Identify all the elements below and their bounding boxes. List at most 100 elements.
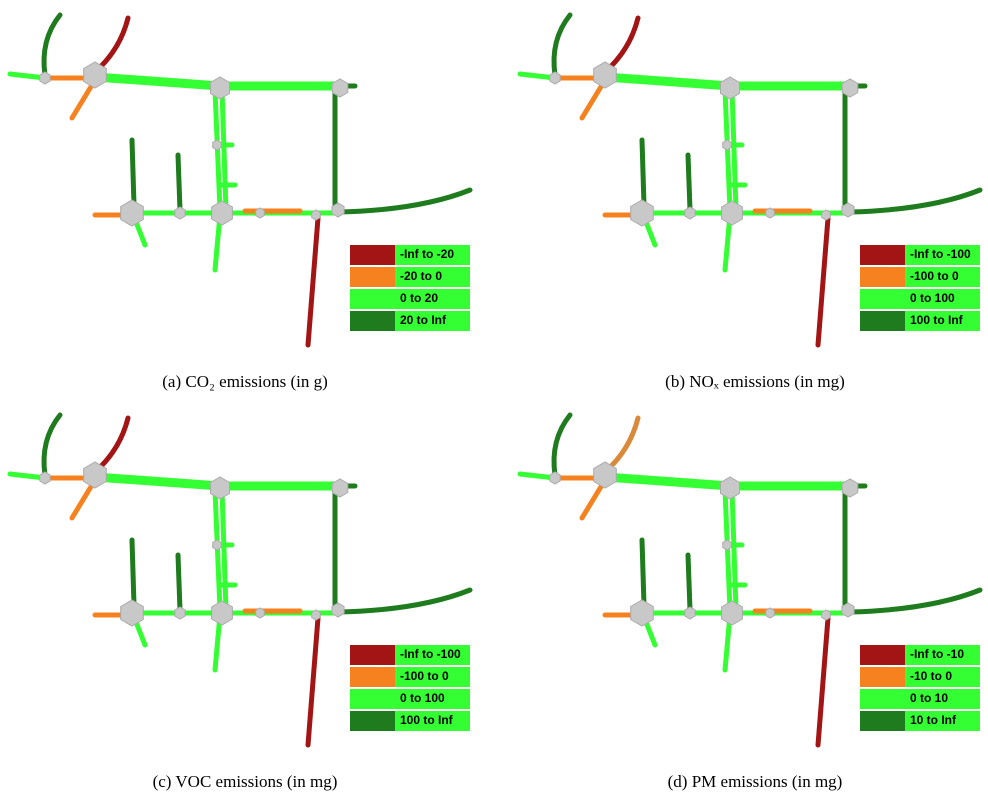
legend-swatch <box>860 711 905 731</box>
road <box>517 471 558 481</box>
junction <box>821 609 831 621</box>
road <box>133 619 148 648</box>
legend-swatch <box>860 667 905 687</box>
junction <box>39 471 51 485</box>
road <box>92 15 131 75</box>
junction <box>841 478 859 498</box>
road <box>729 487 739 613</box>
legend-label: -Inf to -20 <box>400 247 454 261</box>
road <box>579 82 605 121</box>
road <box>133 219 148 248</box>
road <box>175 552 183 613</box>
junction <box>821 209 831 221</box>
road <box>41 12 63 78</box>
junction <box>684 606 696 620</box>
road <box>92 476 223 491</box>
road <box>639 137 647 208</box>
legend-swatch <box>350 711 395 731</box>
legend-box <box>905 267 980 287</box>
legend-label: 0 to 100 <box>910 291 955 305</box>
legend-swatch <box>350 245 395 265</box>
legend-label: 0 to 10 <box>910 691 948 705</box>
legend-box <box>905 289 980 309</box>
junction <box>120 599 144 627</box>
road <box>92 72 223 87</box>
junction <box>211 200 233 226</box>
road <box>551 12 573 78</box>
road <box>602 76 733 91</box>
legend-box <box>395 311 470 331</box>
legend-label: 100 to Inf <box>910 313 964 327</box>
junction <box>331 78 349 98</box>
legend-box <box>395 245 470 265</box>
junction <box>210 76 230 100</box>
road <box>729 87 739 213</box>
legend-label: 10 to Inf <box>910 713 957 727</box>
junction <box>174 606 186 620</box>
legend-swatch <box>350 689 395 709</box>
road <box>602 472 733 487</box>
panel: -Inf to -100 -100 to 0 0 to 100 100 to Inf (… <box>7 412 473 791</box>
junction <box>841 78 859 98</box>
legend-swatch <box>860 267 905 287</box>
panel: -Inf to -100 -100 to 0 0 to 100 100 to Inf (… <box>517 12 983 391</box>
road <box>685 152 693 213</box>
legend-box <box>395 289 470 309</box>
junction <box>630 599 654 627</box>
road <box>815 215 831 348</box>
road <box>602 72 733 87</box>
legend-swatch <box>350 311 395 331</box>
junction <box>255 607 265 619</box>
junction <box>212 539 222 551</box>
junction <box>255 207 265 219</box>
road <box>219 87 229 213</box>
legend-box <box>905 711 980 731</box>
road <box>7 471 48 481</box>
road <box>305 215 321 348</box>
road <box>643 619 658 648</box>
road <box>129 137 137 208</box>
junction <box>549 71 561 85</box>
legend-box <box>905 689 980 709</box>
junction <box>83 461 107 489</box>
legend-label: -100 to 0 <box>400 669 449 683</box>
road <box>212 612 223 673</box>
legend-swatch <box>860 689 905 709</box>
junction <box>210 476 230 500</box>
legend-swatch <box>860 645 905 665</box>
legend-label: 0 to 20 <box>400 291 438 305</box>
junction <box>39 71 51 85</box>
road <box>92 472 223 487</box>
road <box>579 482 605 521</box>
junction <box>331 202 345 218</box>
junction <box>722 139 732 151</box>
junction <box>174 206 186 220</box>
legend-box <box>395 645 470 665</box>
road <box>212 212 223 273</box>
junction <box>120 199 144 227</box>
legend-box <box>905 667 980 687</box>
road <box>847 587 983 615</box>
legend-box <box>905 311 980 331</box>
legend-label: 100 to Inf <box>400 713 454 727</box>
legend-box <box>905 645 980 665</box>
legend-label: -20 to 0 <box>400 269 442 283</box>
legend-label: -Inf to -100 <box>400 647 461 661</box>
legend-label: -Inf to -100 <box>910 247 971 261</box>
junction <box>331 602 345 618</box>
legend-label: -100 to 0 <box>910 269 959 283</box>
caption: (a) CO₂ emissions (in g) <box>162 372 328 391</box>
caption: (c) VOC emissions (in mg) <box>153 772 338 791</box>
junction <box>722 539 732 551</box>
legend-swatch <box>350 267 395 287</box>
road <box>685 552 693 613</box>
legend-box <box>395 667 470 687</box>
junction <box>721 600 743 626</box>
road <box>305 615 321 748</box>
road <box>602 15 641 75</box>
legend-swatch <box>860 311 905 331</box>
road <box>602 476 733 491</box>
road <box>639 537 647 608</box>
legend-swatch <box>860 245 905 265</box>
road <box>175 152 183 213</box>
